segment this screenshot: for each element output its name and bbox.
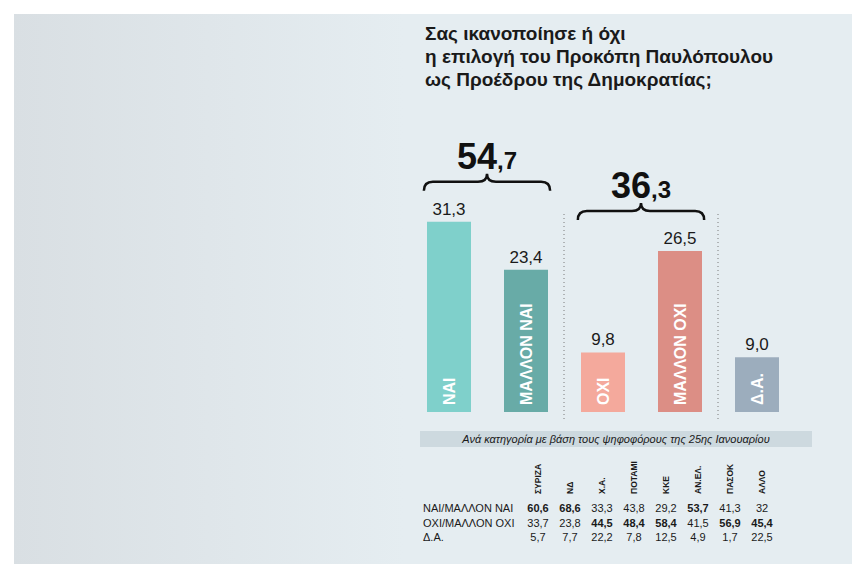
svg-text:26,5: 26,5 <box>663 229 696 248</box>
svg-text:7,7: 7,7 <box>562 531 577 543</box>
svg-text:1,7: 1,7 <box>722 531 737 543</box>
svg-text:ΑΝ.ΕΛ.: ΑΝ.ΕΛ. <box>693 466 703 494</box>
svg-text:45,4: 45,4 <box>751 517 773 529</box>
svg-text:54,7: 54,7 <box>457 136 517 177</box>
svg-text:ΜΑΛΛΟΝ ΝΑΙ: ΜΑΛΛΟΝ ΝΑΙ <box>518 303 535 405</box>
html-text:Σας ικανοποίησε ή όχι η επιλογ: Σας ικανοποίησε ή όχι η επιλογή του Προκ… <box>425 23 774 90</box>
svg-text:4,9: 4,9 <box>690 531 705 543</box>
svg-text:56,9: 56,9 <box>719 517 740 529</box>
svg-text:7,8: 7,8 <box>626 531 641 543</box>
svg-text:ΚΚΕ: ΚΚΕ <box>661 476 671 494</box>
svg-text:ΜΑΛΛΟΝ ΟΧΙ: ΜΑΛΛΟΝ ΟΧΙ <box>672 303 689 405</box>
svg-text:58,4: 58,4 <box>655 517 677 529</box>
svg-text:Ανά κατηγορία με βάση τους ψηφ: Ανά κατηγορία με βάση τους ψηφοφόρους τη… <box>461 433 769 446</box>
svg-text:31,3: 31,3 <box>432 200 465 219</box>
svg-text:9,8: 9,8 <box>591 330 615 349</box>
svg-text:23,8: 23,8 <box>559 517 580 529</box>
svg-text:ΑΛΛΟ: ΑΛΛΟ <box>757 470 767 494</box>
svg-text:5,7: 5,7 <box>530 531 545 543</box>
svg-text:22,2: 22,2 <box>591 531 612 543</box>
svg-text:43,8: 43,8 <box>623 502 644 514</box>
svg-text:29,2: 29,2 <box>655 502 676 514</box>
svg-text:23,4: 23,4 <box>509 248 542 267</box>
svg-text:ΠΟΤΑΜΙ: ΠΟΤΑΜΙ <box>629 461 639 494</box>
svg-text:33,7: 33,7 <box>527 517 548 529</box>
svg-text:53,7: 53,7 <box>687 502 708 514</box>
svg-text:60,6: 60,6 <box>527 502 548 514</box>
svg-text:41,5: 41,5 <box>687 517 708 529</box>
svg-text:12,5: 12,5 <box>655 531 676 543</box>
svg-text:41,3: 41,3 <box>719 502 740 514</box>
svg-text:ΟΧΙ/ΜΑΛΛΟΝ ΟΧΙ: ΟΧΙ/ΜΑΛΛΟΝ ΟΧΙ <box>423 517 514 529</box>
svg-text:68,6: 68,6 <box>559 502 580 514</box>
svg-text:Δ.Α.: Δ.Α. <box>749 373 766 405</box>
svg-text:ΝΑΙ/ΜΑΛΛΟΝ ΝΑΙ: ΝΑΙ/ΜΑΛΛΟΝ ΝΑΙ <box>423 502 513 514</box>
svg-text:33,3: 33,3 <box>591 502 612 514</box>
svg-text:36,3: 36,3 <box>611 165 671 206</box>
svg-text:Δ.Α.: Δ.Α. <box>423 531 444 543</box>
svg-text:ΝΔ: ΝΔ <box>565 482 575 494</box>
svg-text:Χ.Α.: Χ.Α. <box>597 477 607 494</box>
svg-text:ΠΑΣΟΚ: ΠΑΣΟΚ <box>725 463 735 494</box>
svg-text:ΟΧΙ: ΟΧΙ <box>595 377 612 405</box>
svg-text:9,0: 9,0 <box>745 335 769 354</box>
svg-text:ΣΥΡΙΖΑ: ΣΥΡΙΖΑ <box>533 464 543 494</box>
svg-text:ΝΑΙ: ΝΑΙ <box>441 377 458 405</box>
svg-text:22,5: 22,5 <box>751 531 772 543</box>
svg-text:44,5: 44,5 <box>591 517 612 529</box>
svg-text:48,4: 48,4 <box>623 517 645 529</box>
svg-text:32: 32 <box>756 502 768 514</box>
